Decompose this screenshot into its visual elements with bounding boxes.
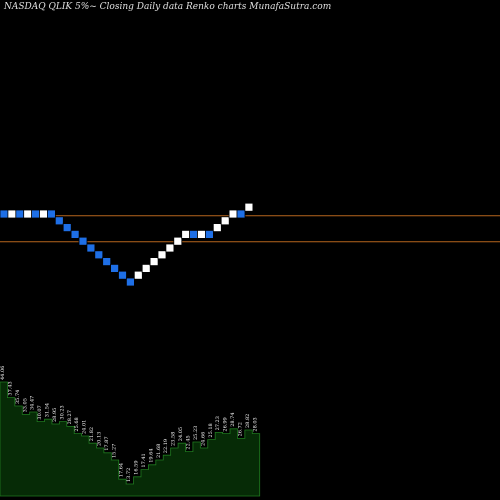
- volume-label: 25.68: [74, 417, 80, 431]
- volume-label: 26.72: [237, 422, 243, 436]
- up-brick: [23, 209, 33, 219]
- down-brick: [0, 209, 9, 219]
- up-brick: [157, 250, 167, 260]
- down-brick: [189, 229, 199, 239]
- up-brick: [228, 209, 238, 219]
- down-brick: [47, 209, 56, 219]
- volume-label: 21.82: [89, 427, 95, 441]
- volume-label: 24.66: [200, 432, 206, 446]
- chart-caption: NASDAQ QLIK 5%~ Closing Daily data Renko…: [4, 2, 332, 12]
- volume-label: 16.59: [134, 460, 140, 474]
- volume-area: [0, 381, 261, 497]
- volume-label: 27.23: [215, 416, 221, 430]
- down-brick: [126, 277, 135, 287]
- up-brick: [173, 236, 183, 246]
- volume-label: 13.72: [126, 468, 132, 482]
- down-brick: [102, 257, 112, 267]
- down-brick: [70, 229, 80, 239]
- volume-label: 25.23: [193, 426, 199, 440]
- volume-label: 30.23: [59, 405, 65, 419]
- down-brick: [15, 209, 25, 219]
- down-brick: [31, 209, 41, 219]
- volume-label: 17.41: [141, 453, 147, 467]
- up-brick: [197, 229, 206, 239]
- up-brick: [141, 263, 151, 273]
- volume-label: 28.74: [230, 412, 236, 426]
- volume-label: 24.05: [178, 427, 184, 441]
- volume-label: 23.58: [171, 432, 177, 446]
- up-brick: [7, 209, 17, 219]
- volume-label: 28.27: [67, 410, 73, 424]
- volume-label: 17.87: [104, 436, 110, 450]
- down-brick: [204, 229, 214, 239]
- volume-label: 28.95: [52, 408, 58, 422]
- volume-label: 28.82: [245, 414, 251, 428]
- volume-label: 33.05: [22, 398, 28, 412]
- volume-label: 17.64: [119, 463, 125, 477]
- up-brick: [165, 243, 175, 253]
- volume-label: 22.19: [163, 439, 169, 453]
- volume-label: 30.07: [37, 405, 43, 419]
- up-brick: [220, 216, 230, 226]
- down-brick: [78, 236, 88, 246]
- up-brick: [244, 202, 254, 212]
- down-brick: [94, 250, 104, 260]
- volume-label: 22.45: [186, 435, 192, 449]
- volume-label: 20.13: [96, 432, 102, 446]
- down-brick: [86, 243, 96, 253]
- up-brick: [133, 270, 143, 280]
- volume-label: 37.43: [7, 381, 13, 395]
- up-brick: [181, 229, 191, 239]
- down-brick: [62, 223, 72, 233]
- up-brick: [212, 223, 222, 233]
- up-brick: [39, 209, 48, 219]
- volume-label: 28.03: [252, 417, 258, 431]
- volume-label: 31.54: [45, 403, 51, 417]
- down-brick: [54, 216, 64, 226]
- volume-label: 44.06: [0, 366, 6, 380]
- volume-label: 15.27: [111, 444, 117, 458]
- volume-label: 34.47: [30, 396, 36, 410]
- volume-label: 21.68: [156, 444, 162, 458]
- volume-label: 19.64: [148, 448, 154, 462]
- volume-label: 24.01: [82, 420, 88, 434]
- volume-label: 35.74: [15, 390, 21, 404]
- down-brick: [118, 270, 127, 280]
- down-brick: [236, 209, 246, 219]
- down-brick: [110, 263, 119, 273]
- volume-label: 26.99: [223, 417, 229, 431]
- volume-label: 25.18: [208, 423, 214, 437]
- up-brick: [149, 257, 159, 267]
